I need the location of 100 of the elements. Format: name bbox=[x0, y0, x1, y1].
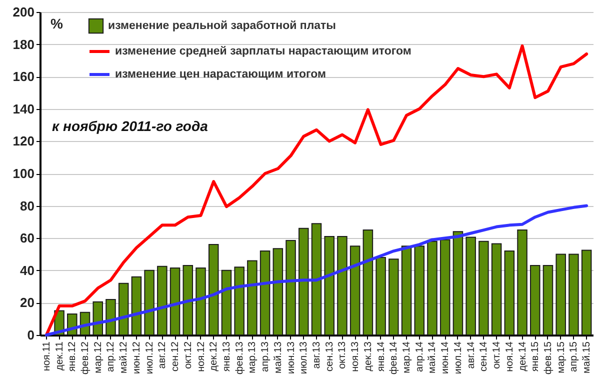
y-tick-label: 100 bbox=[12, 166, 34, 181]
x-tick-label: янв.15 bbox=[530, 341, 542, 372]
x-tick-label: мар.14 bbox=[402, 341, 413, 374]
bar bbox=[478, 240, 489, 336]
bar bbox=[350, 246, 360, 336]
x-tick-label: апр.15 bbox=[568, 341, 580, 372]
x-tick-label: апр.13 bbox=[260, 341, 272, 372]
x-tick-label: дек.14 bbox=[517, 341, 528, 372]
bar bbox=[196, 267, 206, 336]
x-tick-label: окт.13 bbox=[337, 341, 348, 369]
bar bbox=[452, 231, 464, 336]
y-axis-title: % bbox=[50, 16, 64, 32]
x-tick-label: фев.15 bbox=[542, 341, 554, 375]
x-tick-label: июн.14 bbox=[440, 341, 452, 374]
line-series bbox=[44, 204, 588, 336]
y-tick-label: 80 bbox=[20, 198, 34, 214]
bar bbox=[286, 240, 296, 336]
x-tick-label: янв.12 bbox=[67, 341, 78, 372]
y-tick-label: 60 bbox=[20, 230, 34, 246]
y-tick-label: 200 bbox=[12, 4, 34, 20]
x-tick-label: июл.13 bbox=[298, 341, 310, 374]
x-tick-label: ноя.14 bbox=[504, 341, 516, 372]
legend-label: изменение реальной заработной платы bbox=[108, 20, 336, 32]
x-tick-label: июл.12 bbox=[144, 341, 156, 374]
x-tick-label: окт.14 bbox=[492, 341, 503, 369]
x-tick-label: май.12 bbox=[118, 341, 130, 374]
x-tick-label: сен.14 bbox=[478, 341, 490, 372]
y-tick-label: 120 bbox=[12, 134, 34, 149]
bar bbox=[568, 254, 579, 336]
x-tick-label: июн.13 bbox=[286, 341, 297, 374]
x-tick-label: ноя.12 bbox=[196, 341, 207, 372]
x-tick-label: фев.12 bbox=[80, 341, 92, 375]
bar bbox=[144, 270, 154, 336]
annotation: к ноябрю 2011-го года bbox=[52, 118, 208, 134]
bar bbox=[337, 236, 348, 336]
bar bbox=[427, 240, 438, 336]
bar bbox=[414, 246, 425, 336]
bar bbox=[247, 260, 258, 336]
bar bbox=[388, 258, 399, 336]
bar bbox=[466, 236, 476, 336]
bar bbox=[208, 244, 219, 336]
x-tick-label: авг.12 bbox=[157, 341, 168, 369]
x-tick-label: авг.13 bbox=[312, 341, 322, 369]
x-tick-label: янв.13 bbox=[221, 341, 232, 372]
bar bbox=[324, 236, 334, 336]
line-series bbox=[44, 44, 588, 336]
x-tick-label: ноя.11 bbox=[41, 341, 52, 372]
x-tick-label: май.14 bbox=[427, 341, 438, 374]
bar bbox=[517, 230, 528, 336]
x-tick-label: май.15 bbox=[582, 341, 593, 374]
x-tick-label: апр.14 bbox=[414, 341, 426, 372]
bar bbox=[221, 270, 232, 336]
y-tick-label: 160 bbox=[12, 69, 34, 84]
x-tick-label: дек.13 bbox=[362, 341, 374, 372]
y-tick-label: 180 bbox=[12, 36, 34, 52]
x-tick-label: мар.15 bbox=[556, 341, 567, 374]
bar bbox=[182, 265, 194, 336]
y-tick-label: 0 bbox=[27, 328, 34, 342]
bar bbox=[118, 282, 129, 336]
bar bbox=[260, 250, 270, 336]
x-tick-label: июн.12 bbox=[131, 341, 142, 374]
x-tick-label: авг.14 bbox=[466, 341, 477, 369]
bar bbox=[234, 266, 244, 336]
bar bbox=[401, 246, 412, 336]
x-tick-label: апр.12 bbox=[106, 341, 117, 372]
y-tick-label: 20 bbox=[20, 295, 34, 310]
x-tick-label: мар.13 bbox=[247, 341, 258, 374]
bar bbox=[440, 239, 450, 336]
bar bbox=[106, 298, 116, 336]
x-tick-label: мар.12 bbox=[92, 341, 104, 374]
x-tick-label: фев.14 bbox=[388, 341, 400, 375]
bar bbox=[92, 301, 103, 336]
bar bbox=[311, 223, 322, 336]
bar bbox=[542, 265, 554, 336]
bar bbox=[362, 230, 374, 336]
y-tick-label: 40 bbox=[20, 262, 34, 278]
x-tick-label: фев.13 bbox=[234, 341, 246, 375]
bar bbox=[298, 228, 309, 336]
x-tick-label: сен.13 bbox=[324, 341, 336, 372]
bar bbox=[376, 256, 386, 336]
bar bbox=[581, 250, 592, 336]
x-tick-label: май.13 bbox=[272, 341, 284, 374]
legend-label: изменение средней зарплаты нарастающим итогом bbox=[115, 46, 412, 58]
x-tick-label: июл.14 bbox=[452, 341, 464, 374]
legend-label: изменение цен нарастающим итогом bbox=[115, 68, 326, 80]
bar bbox=[170, 267, 180, 336]
x-tick-label: дек.11 bbox=[54, 341, 66, 370]
bar bbox=[491, 243, 502, 336]
bar bbox=[504, 250, 515, 336]
bar bbox=[530, 265, 540, 336]
bar bbox=[157, 266, 168, 336]
x-tick-label: окт.12 bbox=[182, 341, 194, 369]
x-tick-label: янв.14 bbox=[376, 341, 387, 372]
x-tick-label: сен.12 bbox=[170, 341, 182, 372]
bar bbox=[131, 276, 142, 336]
x-tick-label: ноя.13 bbox=[350, 341, 362, 372]
bar bbox=[272, 248, 284, 336]
y-tick-label: 140 bbox=[12, 101, 34, 116]
bar bbox=[556, 254, 566, 336]
x-tick-label: дек.12 bbox=[208, 341, 220, 372]
